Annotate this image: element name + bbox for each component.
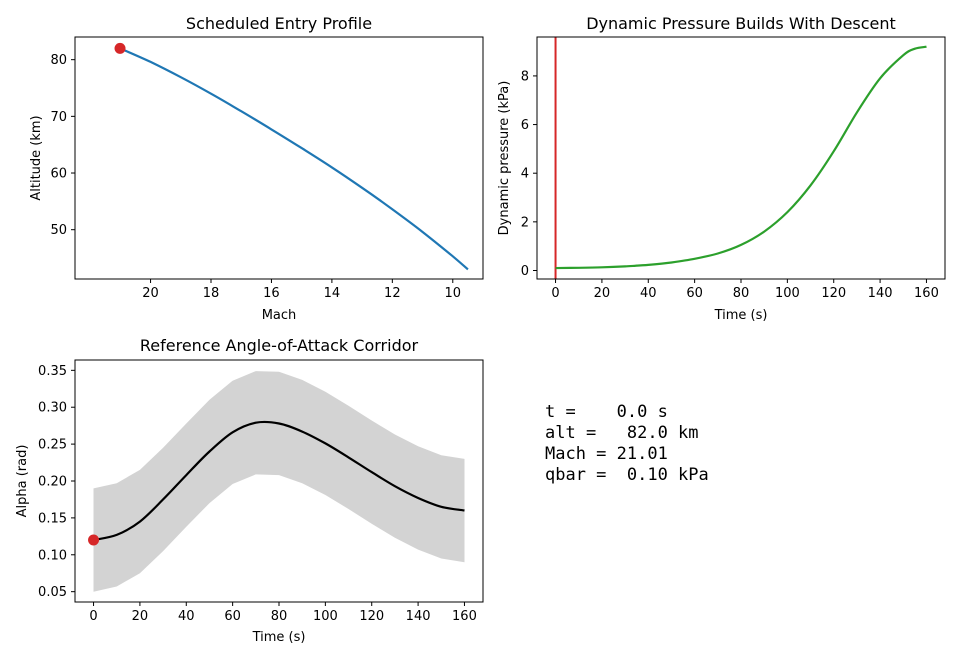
entry-profile-y-tick-label: 60 <box>50 167 67 182</box>
dynamic-pressure-xlabel: Time (s) <box>714 308 768 323</box>
entry-profile-y-tick-label: 50 <box>50 223 67 238</box>
dynamic-pressure-x-tick-label: 0 <box>551 286 559 301</box>
alpha-corridor-current-point-marker <box>88 534 100 546</box>
dynamic-pressure-series-line <box>555 45 927 270</box>
alpha-corridor-y-tick-label: 0.20 <box>38 475 67 490</box>
entry-profile-frame <box>74 36 484 280</box>
dynamic-pressure-x-tick-label: 160 <box>914 286 939 301</box>
alpha-corridor-y-tick-label: 0.10 <box>38 548 67 563</box>
alpha-corridor-corridor-band <box>93 371 465 592</box>
readout-altitude: alt = 82.0 km <box>545 423 699 443</box>
dynamic-pressure-x-tick-label: 80 <box>733 286 750 301</box>
entry-profile-y-tick-label: 70 <box>50 110 67 125</box>
entry-profile-current-point-marker <box>114 42 126 54</box>
dynamic-pressure-y-tick-label: 4 <box>521 167 529 182</box>
entry-profile-x-tick-label: 12 <box>384 286 401 301</box>
entry-profile-series-line <box>119 47 469 271</box>
alpha-corridor-x-tick-label: 40 <box>178 609 195 624</box>
entry-profile-x-tick-label: 18 <box>203 286 220 301</box>
dynamic-pressure-y-tick-label: 8 <box>521 69 529 84</box>
dynamic-pressure-ylabel: Dynamic pressure (kPa) <box>497 81 512 236</box>
alpha-corridor-x-tick-label: 140 <box>406 609 431 624</box>
dynamic-pressure-x-tick-label: 120 <box>821 286 846 301</box>
entry-profile-ylabel: Altitude (km) <box>29 115 44 200</box>
alpha-corridor-x-tick-label: 20 <box>132 609 149 624</box>
dynamic-pressure-y-tick-label: 0 <box>521 264 529 279</box>
dynamic-pressure-x-tick-label: 100 <box>775 286 800 301</box>
state-readout: t = 0.0 s alt = 82.0 km Mach = 21.01 qba… <box>545 402 709 485</box>
entry-profile-x-tick-label: 16 <box>263 286 280 301</box>
alpha-corridor-y-tick-label: 0.15 <box>38 511 67 526</box>
alpha-corridor-x-tick-label: 160 <box>452 609 477 624</box>
alpha-corridor-xlabel: Time (s) <box>252 630 306 645</box>
dynamic-pressure-title: Dynamic Pressure Builds With Descent <box>586 14 896 33</box>
alpha-corridor-series-line <box>93 420 465 542</box>
alpha-corridor-panel: Reference Angle-of-Attack Corridor 0 20 40… <box>15 336 484 645</box>
entry-profile-y-tick-label: 80 <box>50 53 67 68</box>
dynamic-pressure-y-tick-label: 6 <box>521 118 529 133</box>
dynamic-pressure-x-tick-label: 40 <box>640 286 657 301</box>
alpha-corridor-title: Reference Angle-of-Attack Corridor <box>140 336 419 355</box>
readout-mach: Mach = 21.01 <box>545 444 668 464</box>
readout-time: t = 0.0 s <box>545 402 668 422</box>
entry-profile-panel: Scheduled Entry Profile 20 18 16 14 12 10 50 60… <box>29 14 484 323</box>
alpha-corridor-y-tick-label: 0.25 <box>38 438 67 453</box>
dynamic-pressure-x-tick-label: 20 <box>594 286 611 301</box>
readout-qbar: qbar = 0.10 kPa <box>545 465 709 485</box>
alpha-corridor-y-tick-label: 0.30 <box>38 401 67 416</box>
alpha-corridor-ylabel: Alpha (rad) <box>15 445 30 518</box>
alpha-corridor-x-tick-label: 80 <box>271 609 288 624</box>
dynamic-pressure-x-tick-label: 140 <box>868 286 893 301</box>
alpha-corridor-x-tick-label: 100 <box>313 609 338 624</box>
dynamic-pressure-frame <box>536 36 946 280</box>
alpha-corridor-x-tick-label: 120 <box>359 609 384 624</box>
alpha-corridor-y-tick-label: 0.05 <box>38 585 67 600</box>
entry-profile-xlabel: Mach <box>262 308 297 323</box>
entry-profile-title: Scheduled Entry Profile <box>186 14 372 33</box>
dynamic-pressure-panel: Dynamic Pressure Builds With Descent 0 20… <box>497 14 946 323</box>
entry-profile-x-tick-label: 14 <box>324 286 341 301</box>
alpha-corridor-x-tick-label: 60 <box>224 609 241 624</box>
entry-profile-x-tick-label: 10 <box>445 286 462 301</box>
alpha-corridor-frame <box>74 359 484 603</box>
entry-profile-x-tick-label: 20 <box>142 286 159 301</box>
dynamic-pressure-y-tick-label: 2 <box>521 215 529 230</box>
dynamic-pressure-x-tick-label: 60 <box>686 286 703 301</box>
alpha-corridor-y-tick-label: 0.35 <box>38 364 67 379</box>
alpha-corridor-x-tick-label: 0 <box>89 609 97 624</box>
